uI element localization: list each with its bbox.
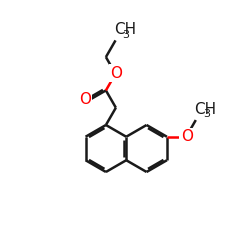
Text: O: O [110,66,122,80]
Text: CH: CH [114,22,136,38]
Text: 3: 3 [203,109,210,119]
Text: O: O [79,92,91,107]
Text: 3: 3 [122,30,130,40]
Text: O: O [181,129,193,144]
Text: CH: CH [194,102,217,117]
